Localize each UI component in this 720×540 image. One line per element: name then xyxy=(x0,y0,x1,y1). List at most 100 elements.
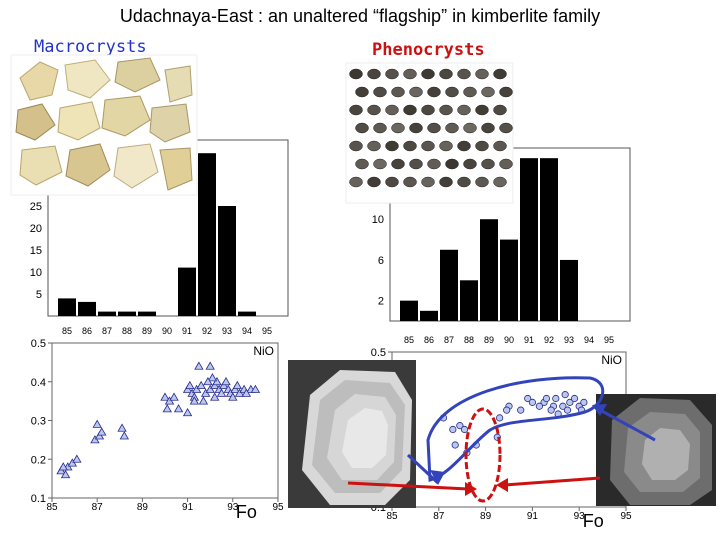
grain xyxy=(493,176,507,188)
scatter-point xyxy=(451,441,459,449)
grain xyxy=(367,68,381,80)
histogram-bar xyxy=(540,158,558,321)
x-tick-label: 85 xyxy=(46,502,58,513)
grain xyxy=(481,122,495,134)
y-tick-label: 0.2 xyxy=(31,454,46,466)
x-tick-label: 94 xyxy=(242,326,252,336)
grain xyxy=(349,176,363,188)
y-tick-label: 2 xyxy=(378,296,384,308)
x-tick-label: 95 xyxy=(262,326,272,336)
grain xyxy=(427,86,441,98)
x-tick-label: 89 xyxy=(142,326,152,336)
scatter-point xyxy=(185,380,195,390)
x-tick-label: 95 xyxy=(272,502,284,513)
x-tick-label: 87 xyxy=(92,502,104,513)
histogram-bar xyxy=(500,239,518,321)
histogram-bar xyxy=(178,267,196,316)
y-tick-label: 0.4 xyxy=(31,377,46,389)
y-tick-label: 15 xyxy=(30,245,42,257)
grain xyxy=(403,104,417,116)
y-axis-label: NiO xyxy=(253,344,274,358)
grain xyxy=(499,122,513,134)
scatter-point xyxy=(160,392,170,401)
grain xyxy=(349,140,363,152)
grain xyxy=(475,104,489,116)
grain xyxy=(391,158,405,170)
scatter-point xyxy=(173,404,184,413)
grain xyxy=(445,158,459,170)
scatter-point xyxy=(570,394,579,403)
grain xyxy=(367,104,381,116)
histogram-bar xyxy=(98,311,116,316)
scatter-point xyxy=(503,406,511,414)
scatter-point xyxy=(162,404,172,413)
grain xyxy=(463,158,477,170)
grain xyxy=(463,86,477,98)
scatter-point xyxy=(535,402,544,410)
x-tick-label: 94 xyxy=(584,335,594,345)
x-tick-label: 95 xyxy=(620,511,632,522)
scatter-point xyxy=(169,392,179,401)
grain xyxy=(439,176,453,188)
phenocrysts-photo xyxy=(345,62,514,204)
grain xyxy=(349,68,363,80)
red-envelope xyxy=(464,407,502,503)
x-tick-label: 85 xyxy=(62,326,72,336)
scatter-point xyxy=(203,376,213,386)
grain xyxy=(385,176,399,188)
grain xyxy=(367,140,381,152)
grain xyxy=(493,140,507,152)
scatter-point xyxy=(60,469,71,479)
x-tick-label: 89 xyxy=(480,511,492,522)
grain xyxy=(403,176,417,188)
grain xyxy=(457,68,471,80)
envelope-annotations xyxy=(347,376,656,503)
scatter-point xyxy=(216,388,227,397)
grain xyxy=(355,158,369,170)
scatter-point xyxy=(566,398,574,406)
y-tick-label: 5 xyxy=(36,289,42,301)
bse-image-left xyxy=(288,360,416,508)
histogram-bar xyxy=(78,301,96,316)
scatter-point xyxy=(547,406,555,414)
histogram-bar xyxy=(238,311,256,316)
grain xyxy=(475,68,489,80)
x-tick-label: 90 xyxy=(504,335,514,345)
macro-scatter-chart: 85 87 89 91 93 95 0.1 0.2 0.3 0.4 0.5 NiO Fo xyxy=(31,338,284,522)
scatter-point xyxy=(194,361,204,370)
grain xyxy=(499,86,513,98)
grain xyxy=(421,68,435,80)
blue-envelope xyxy=(426,376,605,482)
grain xyxy=(427,122,441,134)
grain xyxy=(499,158,513,170)
macro-hist-chart: 5 10 15 20 25 85 86 87 88 89 90 91 92 93 94 95 xyxy=(30,139,289,336)
scatter-point xyxy=(97,427,107,436)
y-tick-label: 25 xyxy=(30,201,42,213)
grain xyxy=(457,104,471,116)
x-tick-label: 87 xyxy=(102,326,112,336)
histogram-bar xyxy=(480,219,498,321)
scatter-point xyxy=(460,425,469,434)
grain xyxy=(493,104,507,116)
scatter-point xyxy=(542,394,551,403)
histogram-bar xyxy=(440,249,458,321)
x-tick-label: 92 xyxy=(202,326,212,336)
x-tick-label: 86 xyxy=(424,335,434,345)
x-tick-label: 95 xyxy=(604,335,614,345)
grain xyxy=(457,140,471,152)
scatter-point xyxy=(524,394,532,403)
grain xyxy=(385,104,399,116)
scatter-point xyxy=(182,407,193,417)
grain xyxy=(385,140,399,152)
grain xyxy=(373,86,387,98)
grain xyxy=(391,86,405,98)
scatter-point xyxy=(580,398,588,406)
y-tick-label: 0.3 xyxy=(31,416,46,428)
grain xyxy=(475,140,489,152)
blue-arrow-right xyxy=(599,408,656,442)
scatter-point xyxy=(58,462,68,471)
grain xyxy=(409,86,423,98)
